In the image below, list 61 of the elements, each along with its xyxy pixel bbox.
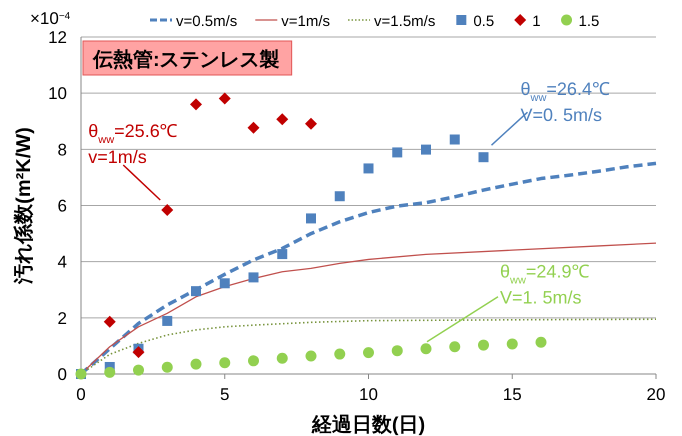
- point: [162, 362, 173, 373]
- y-tick-label: 12: [48, 28, 67, 47]
- point: [536, 336, 546, 348]
- point: [334, 191, 345, 202]
- point: [104, 366, 116, 378]
- point: [306, 213, 316, 224]
- point: [449, 341, 460, 352]
- legend-label: v=1m/s: [281, 13, 330, 30]
- point: [190, 358, 202, 370]
- x-axis-title: 経過日数(日): [310, 414, 426, 436]
- annotation: θ$_{ww}$=25.6℃ v=1m/s: [88, 120, 178, 167]
- point: [162, 316, 172, 326]
- y-tick-label: 0: [58, 365, 67, 384]
- point: [161, 204, 174, 216]
- y-axis-title: 汚れ係数(m²K/W): [13, 127, 35, 285]
- point: [450, 134, 460, 145]
- point: [305, 118, 317, 130]
- point: [133, 364, 144, 376]
- point: [248, 355, 259, 366]
- legend-label: v=1.5m/s: [374, 13, 436, 30]
- point: [248, 122, 260, 134]
- x-tick-label: 5: [220, 385, 230, 404]
- point: [363, 347, 374, 358]
- y-tick-label: 10: [48, 84, 67, 104]
- point: [277, 249, 288, 260]
- text: ×10$^{−4}$: [30, 9, 71, 28]
- point: [478, 152, 488, 162]
- x-tick-label: 0: [76, 385, 86, 404]
- x-tick-label: 20: [646, 385, 666, 404]
- point: [478, 340, 489, 351]
- point: [276, 113, 288, 126]
- text: 伝熱管:ステンレス製: [92, 49, 280, 71]
- point: [190, 98, 202, 110]
- x-tick-label: 15: [502, 385, 522, 404]
- point: [421, 144, 431, 155]
- x-tick-label: 10: [359, 385, 378, 404]
- y-tick-label: 8: [58, 140, 67, 160]
- legend-label: 0.5: [473, 13, 494, 30]
- annotation: θ$_{ww}$=24.9℃ V=1. 5m/s: [500, 262, 590, 308]
- point: [191, 286, 201, 296]
- annotation: θ$_{ww}$=26.4℃ V=0. 5m/s: [520, 79, 610, 126]
- point: [392, 345, 403, 356]
- point: [220, 278, 230, 288]
- y-tick-label: 6: [58, 196, 67, 216]
- point: [420, 343, 432, 354]
- point: [506, 338, 518, 350]
- point: [248, 272, 258, 282]
- y-tick-label: 2: [58, 308, 67, 328]
- point: [392, 147, 402, 158]
- point: [104, 316, 116, 328]
- point: [132, 346, 144, 358]
- point: [276, 352, 288, 364]
- point: [218, 92, 231, 105]
- legend-label: 1.5: [578, 13, 600, 30]
- point: [364, 163, 374, 174]
- point: [334, 348, 346, 360]
- point: [219, 357, 230, 368]
- point: [306, 350, 316, 362]
- legend-label: v=0.5m/s: [176, 13, 238, 30]
- legend-label: 1: [532, 13, 541, 30]
- y-tick-label: 4: [58, 252, 67, 272]
